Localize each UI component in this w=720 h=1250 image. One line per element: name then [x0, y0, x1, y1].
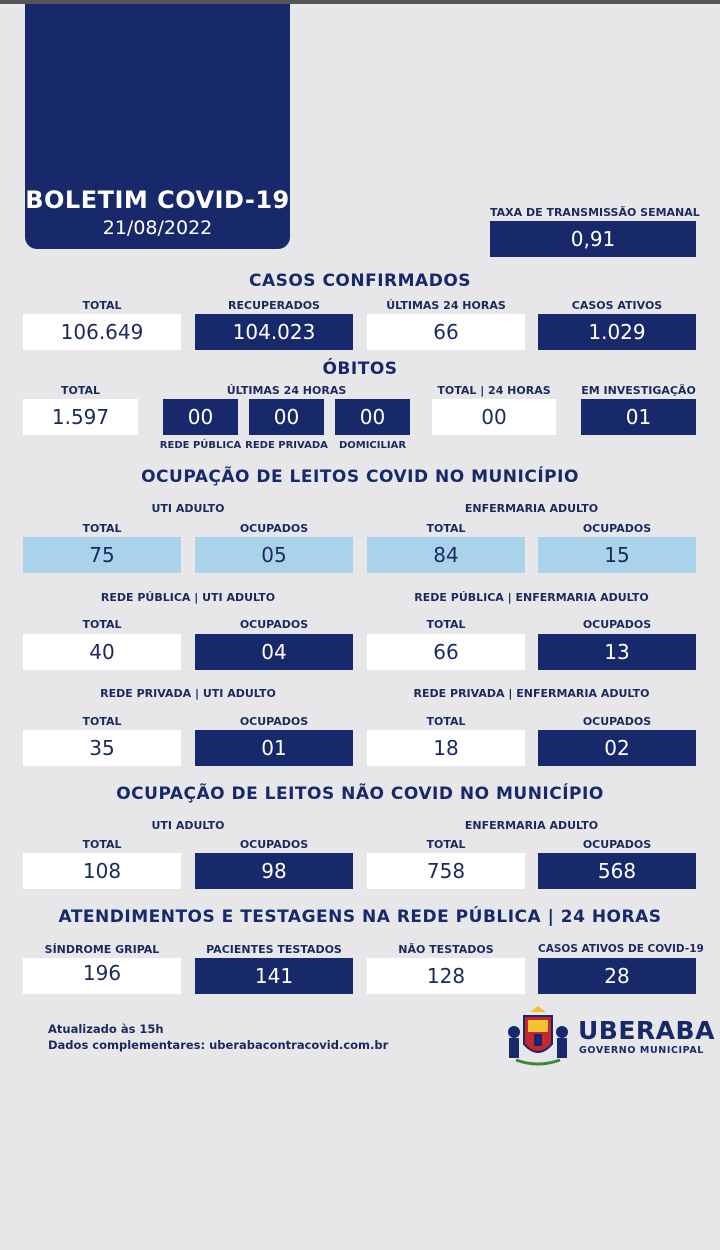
casos-recuperados: 104.023 [195, 314, 353, 350]
more-data-note: Dados complementares: uberabacontracovid… [48, 1038, 389, 1052]
casos-title: CASOS CONFIRMADOS [248, 271, 472, 291]
priv-enf-total-label: TOTAL [426, 715, 466, 728]
uti-total-label: TOTAL [82, 522, 122, 535]
pub-uti-ocupados: 04 [195, 634, 353, 670]
nc-enf-label: ENFERMARIA ADULTO [464, 819, 599, 832]
priv-uti-total-label: TOTAL [82, 715, 122, 728]
ativos-covid-value: 28 [538, 958, 696, 994]
page-title: BOLETIM COVID-19 [25, 186, 290, 214]
enf-ocupados-label: OCUPADOS [582, 522, 652, 535]
obitos-domiciliar: 00 [335, 399, 410, 435]
nc-uti-label: UTI ADULTO [151, 819, 225, 832]
obitos-publica: 00 [163, 399, 238, 435]
enf-total-label: TOTAL [426, 522, 466, 535]
pub-enf-ocupados: 13 [538, 634, 696, 670]
pub-enf-total-label: TOTAL [426, 618, 466, 631]
city-crest-logo [504, 1006, 572, 1068]
updated-note: Atualizado às 15h [48, 1022, 164, 1036]
casos-total-label: TOTAL [82, 299, 122, 312]
pub-enf-total: 66 [367, 634, 525, 670]
logo-name: UBERABA [578, 1016, 715, 1045]
obitos-ultimas-label: ÚLTIMAS 24 HORAS [226, 384, 347, 397]
priv-enf-ocupados-label: OCUPADOS [582, 715, 652, 728]
obitos-domiciliar-label: DOMICILIAR [338, 440, 407, 451]
obitos-privada-label: REDE PRIVADA [245, 440, 328, 451]
priv-uti-ocupados: 01 [195, 730, 353, 766]
priv-uti-total: 35 [23, 730, 181, 766]
atendimentos-title: ATENDIMENTOS E TESTAGENS NA REDE PÚBLICA… [58, 907, 662, 927]
casos-total: 106.649 [23, 314, 181, 350]
pub-enf-label: REDE PÚBLICA | ENFERMARIA ADULTO [414, 591, 649, 604]
pub-uti-ocupados-label: OCUPADOS [239, 618, 309, 631]
casos-ultimas: 66 [367, 314, 525, 350]
obitos-investigacao: 01 [581, 399, 696, 435]
casos-recuperados-label: RECUPERADOS [228, 299, 320, 312]
testados-value: 141 [195, 958, 353, 994]
testados-label: PACIENTES TESTADOS [206, 943, 342, 956]
obitos-title: ÓBITOS [322, 359, 398, 379]
pub-uti-label: REDE PÚBLICA | UTI ADULTO [100, 591, 276, 604]
nao-testados-value: 128 [367, 958, 525, 994]
nc-uti-ocupados-label: OCUPADOS [239, 838, 309, 851]
taxa-value: 0,91 [490, 221, 696, 257]
enfermaria-adulto-label: ENFERMARIA ADULTO [464, 502, 599, 515]
enf-ocupados: 15 [538, 537, 696, 573]
uti-adulto-label: UTI ADULTO [151, 502, 225, 515]
obitos-privada: 00 [249, 399, 324, 435]
sindrome-label: SÍNDROME GRIPAL [44, 943, 160, 956]
header-banner: BOLETIM COVID-19 21/08/2022 [25, 4, 290, 249]
logo-subtitle: GOVERNO MUNICIPAL [579, 1045, 704, 1056]
uti-ocupados-label: OCUPADOS [239, 522, 309, 535]
casos-ativos: 1.029 [538, 314, 696, 350]
nc-uti-ocupados: 98 [195, 853, 353, 889]
nc-enf-total: 758 [367, 853, 525, 889]
leitos-covid-title: OCUPAÇÃO DE LEITOS COVID NO MUNICÍPIO [141, 467, 579, 487]
leitos-nao-covid-title: OCUPAÇÃO DE LEITOS NÃO COVID NO MUNICÍPI… [116, 784, 604, 804]
sindrome-value: 196 [23, 958, 181, 994]
casos-ativos-label: CASOS ATIVOS [571, 299, 663, 312]
priv-uti-ocupados-label: OCUPADOS [239, 715, 309, 728]
nc-enf-ocupados: 568 [538, 853, 696, 889]
taxa-label: TAXA DE TRANSMISSÃO SEMANAL [490, 206, 700, 219]
obitos-investigacao-label: EM INVESTIGAÇÃO [581, 384, 696, 397]
obitos-publica-label: REDE PÚBLICA [159, 440, 242, 451]
priv-enf-ocupados: 02 [538, 730, 696, 766]
priv-enf-total: 18 [367, 730, 525, 766]
ativos-covid-label: CASOS ATIVOS DE COVID-19 [538, 943, 704, 955]
obitos-total-label: TOTAL [60, 384, 101, 397]
priv-enf-label: REDE PRIVADA | ENFERMARIA ADULTO [413, 687, 650, 700]
enf-total: 84 [367, 537, 525, 573]
nao-testados-label: NÃO TESTADOS [398, 943, 494, 956]
pub-uti-total: 40 [23, 634, 181, 670]
pub-uti-total-label: TOTAL [82, 618, 122, 631]
obitos-total24: 00 [432, 399, 556, 435]
bulletin-date: 21/08/2022 [102, 217, 213, 239]
priv-uti-label: REDE PRIVADA | UTI ADULTO [100, 687, 276, 700]
nc-enf-ocupados-label: OCUPADOS [582, 838, 652, 851]
nc-uti-total: 108 [23, 853, 181, 889]
uti-total: 75 [23, 537, 181, 573]
top-bar [0, 0, 720, 4]
nc-uti-total-label: TOTAL [82, 838, 122, 851]
uti-ocupados: 05 [195, 537, 353, 573]
obitos-total24-label: TOTAL | 24 HORAS [437, 384, 551, 397]
pub-enf-ocupados-label: OCUPADOS [582, 618, 652, 631]
obitos-total: 1.597 [23, 399, 138, 435]
casos-ultimas-label: ÚLTIMAS 24 HORAS [386, 299, 506, 312]
nc-enf-total-label: TOTAL [426, 838, 466, 851]
